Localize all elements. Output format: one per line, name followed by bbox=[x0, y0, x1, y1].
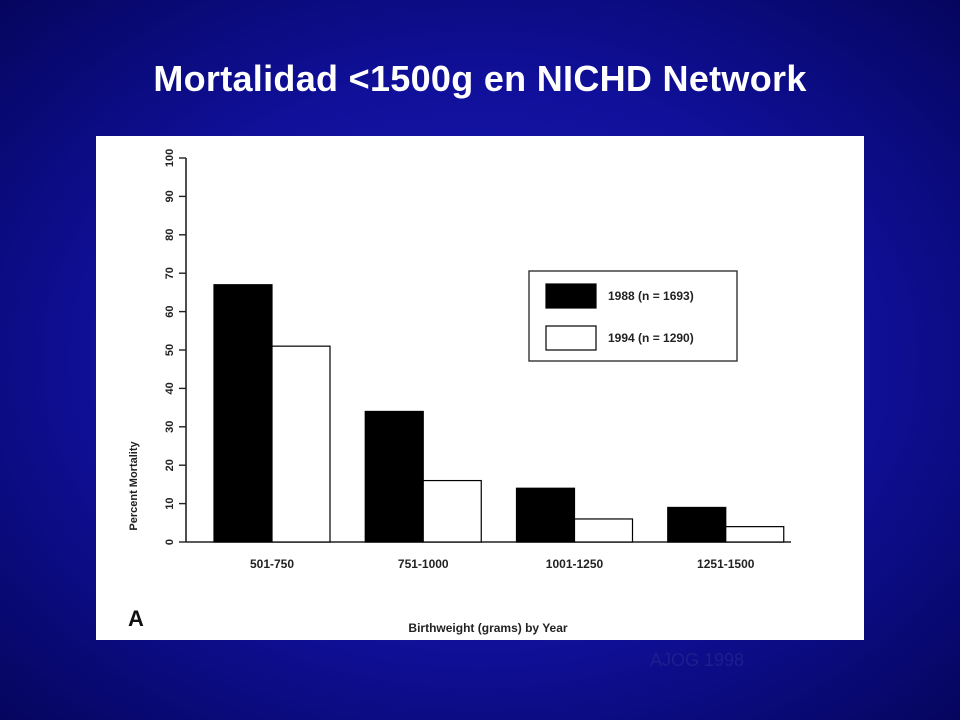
y-tick-label: 0 bbox=[164, 539, 176, 545]
panel-label: A bbox=[128, 606, 144, 631]
source-citation: AJOG 1998 bbox=[650, 650, 745, 670]
bar-chart: 0 10 20 30 40 50 60 70 80 90 100 501-750 751-1000 10… bbox=[128, 149, 791, 635]
y-tick-label: 90 bbox=[164, 190, 176, 202]
x-tick-label: 751-1000 bbox=[398, 557, 449, 571]
x-tick-label: 501-750 bbox=[250, 557, 294, 571]
bar-1994-501-750 bbox=[271, 345, 331, 543]
y-tick-label: 80 bbox=[164, 229, 176, 241]
y-tick-label: 40 bbox=[164, 382, 176, 394]
bar-1994-1001-1250 bbox=[573, 518, 634, 543]
legend: 1988 (n = 1693) 1994 (n = 1290) bbox=[528, 270, 738, 362]
bar-1988-1001-1250 bbox=[515, 487, 576, 543]
y-tick-label: 70 bbox=[164, 267, 176, 279]
y-axis: 0 10 20 30 40 50 60 70 80 90 100 bbox=[164, 149, 187, 545]
bar-1994-1251-1500 bbox=[725, 526, 785, 543]
bar-1994-751-1000 bbox=[422, 479, 482, 543]
bars bbox=[213, 284, 785, 543]
legend-swatch bbox=[545, 283, 597, 309]
x-tick-label: 1001-1250 bbox=[546, 557, 604, 571]
x-axis-label: Birthweight (grams) by Year bbox=[408, 621, 567, 635]
y-tick-label: 20 bbox=[164, 459, 176, 471]
y-tick-label: 50 bbox=[164, 344, 176, 356]
bar-1988-1251-1500 bbox=[667, 506, 727, 543]
slide-title: Mortalidad <1500g en NICHD Network bbox=[153, 58, 807, 99]
bar-1988-501-750 bbox=[213, 284, 273, 543]
chart-figure: 0 10 20 30 40 50 60 70 80 90 100 501-750 751-1000 10… bbox=[96, 136, 864, 640]
y-tick-label: 10 bbox=[164, 497, 176, 509]
legend-label: 1988 (n = 1693) bbox=[608, 289, 694, 303]
x-tick-label: 1251-1500 bbox=[697, 557, 755, 571]
y-axis-label: Percent Mortality bbox=[128, 440, 140, 530]
legend-label: 1994 (n = 1290) bbox=[608, 331, 694, 345]
y-tick-label: 30 bbox=[164, 421, 176, 433]
y-tick-label: 60 bbox=[164, 305, 176, 317]
legend-swatch bbox=[545, 325, 597, 351]
y-tick-label: 100 bbox=[164, 149, 176, 167]
bar-1988-751-1000 bbox=[364, 410, 424, 543]
x-axis: 501-750 751-1000 1001-1250 1251-1500 bbox=[186, 541, 791, 571]
